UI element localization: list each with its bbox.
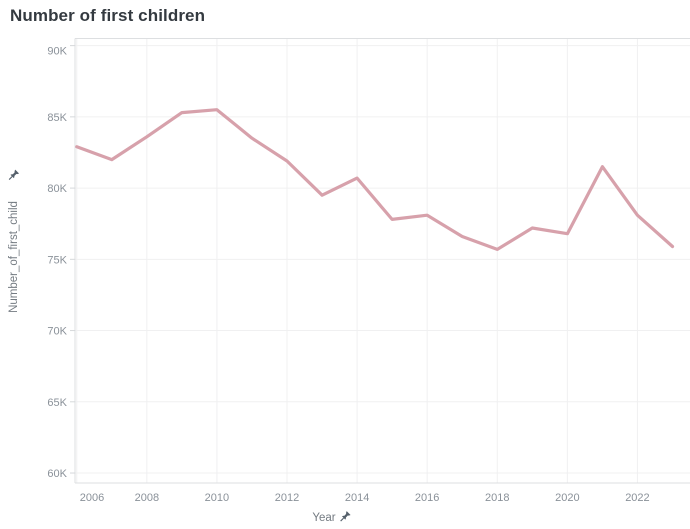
pushpin-icon[interactable] xyxy=(8,169,20,180)
y-tick-label: 85K xyxy=(47,112,67,124)
pushpin-icon[interactable] xyxy=(340,511,351,522)
x-tick-label: 2010 xyxy=(205,492,229,504)
plot-border xyxy=(74,38,690,484)
x-tick-label: 2006 xyxy=(80,492,104,504)
x-axis-title[interactable]: Year xyxy=(312,512,335,524)
x-tick-label: 2022 xyxy=(625,492,649,504)
x-tick-label: 2014 xyxy=(345,492,369,504)
y-tick-label: 80K xyxy=(47,183,67,195)
x-tick-label: 2012 xyxy=(275,492,299,504)
y-tick-label: 70K xyxy=(47,326,67,338)
page-title: Number of first children xyxy=(10,6,206,25)
x-tick-label: 2020 xyxy=(555,492,579,504)
trend-line[interactable] xyxy=(75,108,675,251)
x-tick-label: 2008 xyxy=(135,492,159,504)
gridlines xyxy=(75,38,690,483)
y-tick-label: 90K xyxy=(47,46,67,58)
x-tick-label: 2016 xyxy=(415,492,439,504)
y-axis-title[interactable]: Number_of_first_child xyxy=(8,201,20,313)
y-tick-label: 65K xyxy=(47,397,67,409)
y-tick-label: 60K xyxy=(47,468,67,480)
y-tick-label: 75K xyxy=(47,254,67,266)
x-axis-ticks: 2006 2008 2010 2012 2014 2016 2018 2020 2022 xyxy=(80,492,650,504)
x-tick-label: 2018 xyxy=(485,492,509,504)
y-axis-ticks: 60K 65K 70K 75K 80K 85K 90K xyxy=(47,45,75,480)
